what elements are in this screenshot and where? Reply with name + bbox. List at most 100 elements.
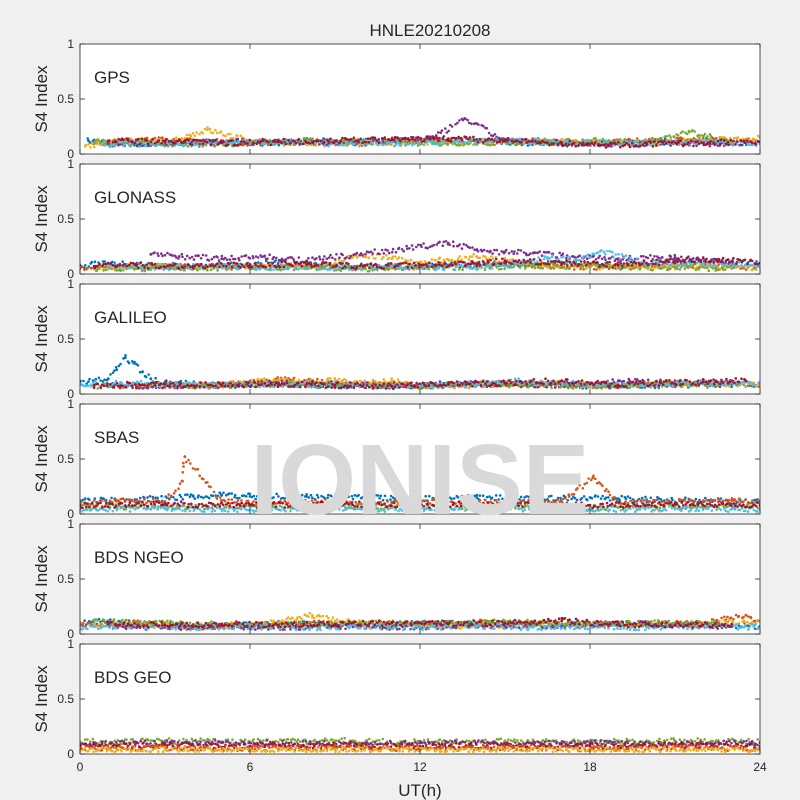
data-point — [649, 141, 652, 144]
data-point — [173, 268, 176, 271]
data-point — [510, 250, 514, 253]
data-point — [183, 268, 186, 272]
data-point — [195, 263, 199, 266]
data-point — [257, 265, 260, 268]
data-point — [467, 258, 471, 261]
data-point — [369, 250, 373, 254]
data-point — [317, 264, 320, 267]
data-point — [209, 268, 213, 272]
data-point — [394, 255, 397, 258]
data-point — [274, 140, 277, 144]
data-point — [86, 137, 89, 140]
data-point-anchor — [87, 139, 90, 143]
data-point-anchor — [191, 264, 195, 268]
data-point — [374, 257, 377, 260]
data-point — [624, 254, 628, 257]
data-point — [544, 141, 547, 144]
data-point — [198, 145, 201, 148]
data-point — [258, 267, 262, 271]
data-point — [683, 260, 686, 264]
data-point — [675, 136, 679, 140]
data-point — [611, 266, 614, 269]
data-point-anchor — [361, 264, 365, 268]
data-point — [685, 256, 689, 260]
data-point — [183, 143, 186, 147]
data-point — [302, 136, 306, 140]
data-point-anchor — [463, 117, 467, 121]
data-point — [217, 259, 221, 262]
data-point — [440, 129, 444, 132]
data-point — [144, 375, 148, 379]
data-point — [199, 257, 203, 260]
data-point — [651, 262, 655, 266]
data-point — [333, 258, 337, 261]
data-point-anchor — [574, 258, 578, 262]
data-point — [304, 267, 307, 271]
data-point — [161, 139, 165, 142]
data-point — [683, 264, 686, 267]
data-point — [216, 143, 220, 146]
data-point — [225, 264, 228, 268]
data-point — [396, 141, 399, 145]
data-point — [452, 244, 455, 248]
data-point — [323, 266, 327, 270]
data-point — [190, 140, 193, 144]
data-point — [239, 266, 242, 269]
data-point — [361, 254, 364, 257]
data-point — [655, 144, 658, 147]
data-point — [277, 143, 281, 147]
data-point — [359, 137, 363, 141]
data-point — [622, 256, 626, 259]
data-point — [212, 267, 215, 270]
data-point — [561, 144, 565, 147]
data-point — [441, 261, 444, 265]
data-point — [220, 139, 223, 142]
data-point — [398, 139, 402, 143]
data-point — [266, 257, 269, 261]
data-point — [131, 140, 134, 144]
data-point — [422, 242, 425, 245]
data-point — [693, 130, 696, 133]
data-point — [249, 142, 252, 146]
data-point — [367, 256, 371, 260]
data-point — [428, 137, 432, 141]
data-point — [335, 264, 339, 267]
data-point — [395, 264, 399, 267]
data-point — [719, 260, 723, 264]
data-point — [681, 137, 684, 140]
data-point — [311, 256, 314, 259]
data-point — [143, 269, 147, 273]
data-point — [339, 139, 343, 143]
data-point — [491, 134, 495, 138]
data-point — [379, 140, 383, 143]
data-point — [460, 258, 464, 262]
data-point — [186, 138, 190, 141]
data-point — [592, 263, 596, 266]
data-point-anchor — [701, 141, 705, 145]
data-point — [216, 255, 219, 259]
data-point — [159, 265, 162, 269]
data-point — [750, 268, 754, 272]
data-point — [565, 137, 569, 141]
data-point — [588, 262, 592, 265]
data-point — [528, 258, 532, 261]
data-point — [505, 248, 508, 252]
data-point — [605, 265, 608, 268]
data-point — [423, 139, 426, 143]
data-point — [497, 136, 501, 140]
data-point — [426, 136, 430, 140]
data-point — [568, 255, 571, 259]
data-point — [551, 254, 555, 257]
data-point — [574, 144, 578, 148]
data-point — [578, 254, 581, 257]
data-point — [347, 138, 351, 142]
data-point — [167, 268, 171, 272]
data-point — [457, 260, 460, 264]
data-point — [606, 261, 609, 264]
data-point — [151, 137, 154, 141]
data-point — [663, 137, 667, 141]
data-point — [484, 139, 487, 142]
data-point — [634, 266, 637, 269]
data-point — [115, 140, 118, 143]
data-point — [267, 261, 270, 265]
